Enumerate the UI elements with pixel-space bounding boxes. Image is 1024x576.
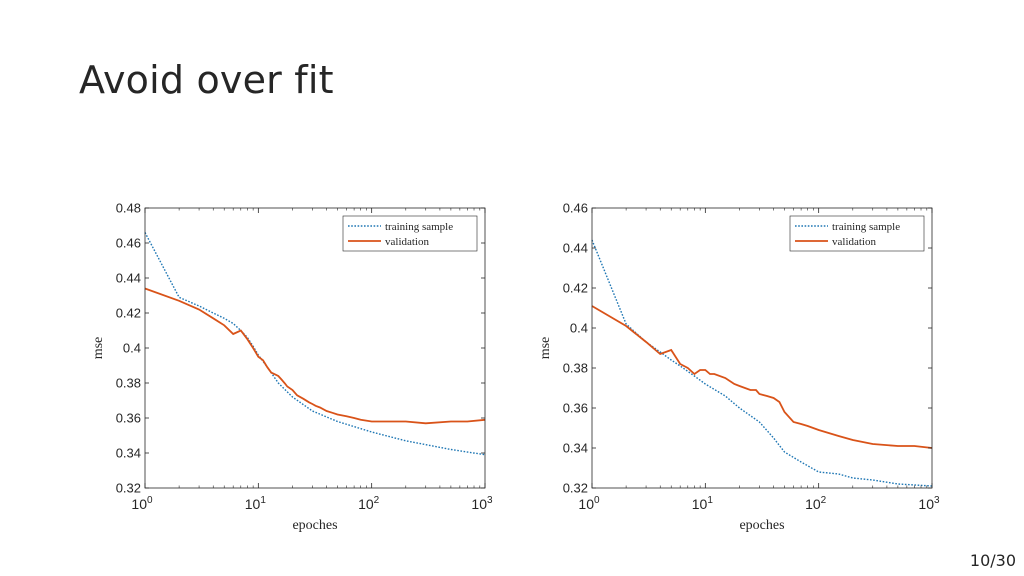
x-tick-label: 103 (471, 495, 493, 512)
slide-title: Avoid over fit (79, 58, 334, 102)
chart-left: 0.32 0.34 0.36 0.38 0.4 0.42 0.44 0.46 0.48 100 10… (91, 201, 493, 534)
y-tick-label: 0.38 (116, 376, 141, 391)
y-tick-label: 0.42 (116, 306, 141, 321)
series-line-validation (591, 305, 933, 449)
x-tick-label: 103 (918, 495, 940, 512)
chart-right: 0.32 0.34 0.36 0.38 0.4 0.42 0.44 0.46 100 101 102… (538, 201, 940, 534)
x-tick-label: 100 (131, 495, 153, 512)
y-tick-label: 0.48 (116, 201, 141, 216)
plot-frame (591, 207, 933, 489)
y-tick-label: 0.34 (563, 441, 588, 456)
y-tick-label: 0.34 (116, 446, 141, 461)
y-tick-label: 0.46 (563, 201, 588, 216)
legend-label: validation (385, 236, 429, 248)
series-line-validation (144, 287, 486, 425)
legend-label: training sample (385, 221, 453, 233)
legend-label: training sample (832, 221, 900, 233)
series-line-training (591, 239, 933, 487)
x-tick-label: 102 (805, 495, 827, 512)
y-tick-label: 0.38 (563, 361, 588, 376)
legend-label: validation (832, 236, 876, 248)
legend-box (342, 215, 478, 252)
series-group (591, 239, 933, 487)
y-axis-label: mse (538, 337, 553, 360)
page-number: 10/30 (969, 551, 1016, 570)
y-tick-label: 0.32 (116, 481, 141, 496)
y-tick-label: 0.46 (116, 236, 141, 251)
x-tick-label: 102 (358, 495, 380, 512)
y-tick-label: 0.44 (563, 241, 588, 256)
x-axis-label: epoches (739, 518, 784, 533)
x-tick-label: 101 (692, 495, 714, 512)
series-line-training (144, 232, 486, 456)
legend: training sample validation (789, 215, 925, 252)
y-tick-label: 0.36 (563, 401, 588, 416)
y-tick-label: 0.44 (116, 271, 141, 286)
legend: training sample validation (342, 215, 478, 252)
x-tick-label: 100 (578, 495, 600, 512)
y-axis-label: mse (91, 337, 106, 360)
y-tick-label: 0.4 (123, 341, 141, 356)
y-tick-label: 0.32 (563, 481, 588, 496)
legend-box (789, 215, 925, 252)
x-axis-label: epoches (292, 518, 337, 533)
x-tick-label: 101 (245, 495, 267, 512)
y-tick-label: 0.4 (570, 321, 588, 336)
series-group (144, 232, 486, 456)
y-tick-label: 0.36 (116, 411, 141, 426)
y-tick-label: 0.42 (563, 281, 588, 296)
